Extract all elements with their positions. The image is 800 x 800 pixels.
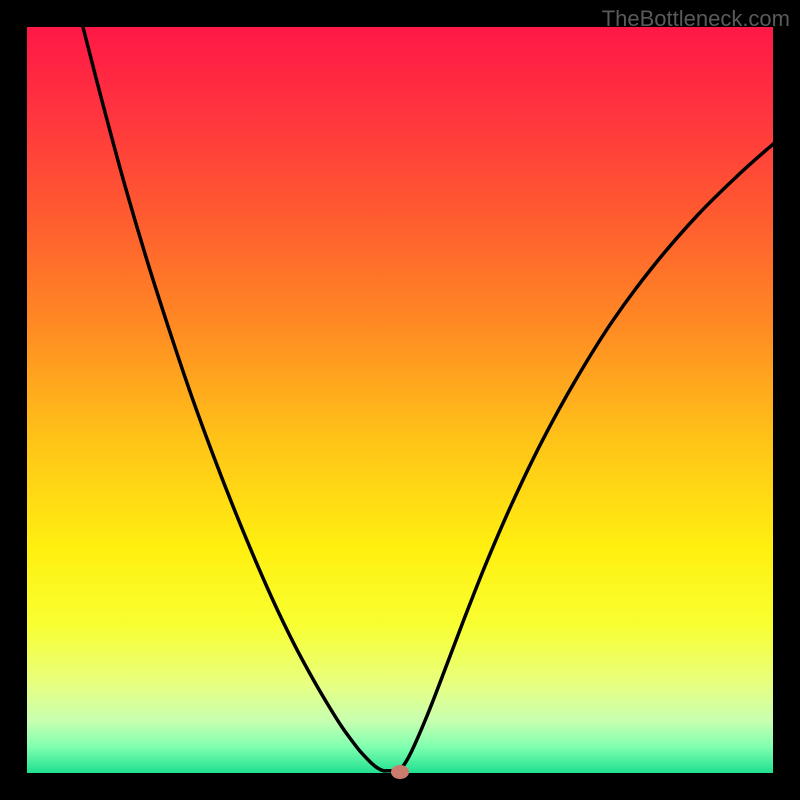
bottleneck-curve: [27, 27, 773, 773]
optimum-marker: [391, 765, 409, 779]
watermark-text: TheBottleneck.com: [602, 6, 790, 32]
chart-container: TheBottleneck.com: [0, 0, 800, 800]
plot-area: [27, 27, 773, 773]
